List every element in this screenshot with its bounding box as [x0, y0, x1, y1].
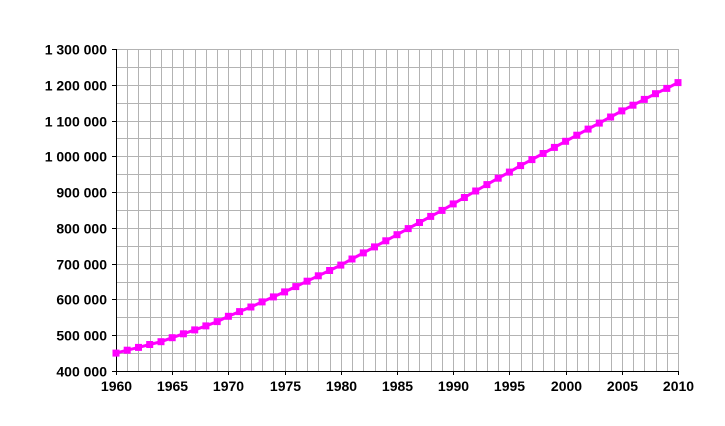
data-point-marker	[573, 131, 581, 139]
data-point-marker	[258, 298, 266, 306]
data-point-marker	[236, 308, 244, 316]
data-point-marker	[607, 113, 615, 121]
data-point-marker	[123, 346, 131, 354]
data-point-marker	[550, 143, 558, 151]
data-point-marker	[213, 318, 221, 326]
data-point-marker	[371, 243, 378, 251]
data-point-marker	[382, 237, 390, 245]
data-point-marker	[416, 219, 423, 226]
y-tick-label: 600 000	[56, 292, 107, 308]
axes	[112, 49, 678, 375]
y-tick-label: 1 200 000	[45, 78, 107, 94]
data-point-marker	[595, 119, 603, 127]
data-point-marker	[281, 288, 289, 296]
data-point-marker	[135, 343, 142, 351]
data-point-marker	[663, 84, 671, 92]
data-point-marker	[337, 261, 345, 269]
x-tick-label: 1975	[270, 378, 301, 394]
data-point-marker	[157, 338, 165, 346]
data-point-marker	[168, 334, 176, 342]
data-point-marker	[393, 231, 401, 239]
y-tick-label: 700 000	[56, 257, 107, 273]
y-tick-label: 1 000 000	[45, 149, 107, 165]
data-point-marker	[562, 137, 570, 145]
y-axis-tick-labels: 400 000 500 000 600 000 700 000 800 000 900 0…	[45, 42, 116, 380]
y-tick-label: 1 300 000	[45, 42, 107, 58]
data-point-marker	[460, 194, 468, 201]
x-axis-tick-labels: 1960 1965 1970 1975 1980 1985 1990 1995 2000 2005…	[101, 371, 694, 394]
x-tick-label: 1970	[213, 378, 244, 394]
data-point-marker	[528, 156, 536, 164]
x-tick-label: 2000	[551, 378, 582, 394]
data-point-marker	[269, 293, 277, 301]
data-point-marker	[494, 174, 502, 182]
data-point-marker	[539, 150, 547, 157]
data-point-marker	[303, 277, 311, 285]
y-tick-label: 400 000	[56, 364, 107, 380]
data-point-marker	[326, 267, 334, 274]
x-tick-label: 2010	[663, 378, 694, 394]
data-point-marker	[483, 181, 491, 189]
data-point-marker	[674, 79, 682, 87]
x-tick-label: 1990	[438, 378, 469, 394]
y-tick-label: 500 000	[56, 328, 107, 344]
data-point-marker	[584, 125, 592, 133]
x-tick-label: 1985	[382, 378, 413, 394]
data-point-marker	[505, 168, 513, 176]
data-point-marker	[652, 90, 659, 98]
data-point-marker	[179, 330, 187, 338]
gridlines	[116, 49, 679, 372]
data-point-marker	[629, 101, 637, 109]
data-point-marker	[314, 272, 322, 280]
data-point-marker	[404, 225, 412, 233]
data-series	[112, 79, 682, 357]
y-tick-label: 800 000	[56, 221, 107, 237]
data-point-marker	[191, 326, 199, 334]
data-point-marker	[202, 322, 210, 330]
data-point-marker	[640, 95, 648, 103]
x-tick-label: 1995	[494, 378, 525, 394]
data-point-marker	[359, 249, 367, 257]
y-tick-label: 900 000	[56, 185, 107, 201]
x-tick-label: 1980	[326, 378, 357, 394]
data-point-marker	[517, 162, 525, 170]
data-point-marker	[618, 107, 626, 115]
data-point-marker	[472, 187, 480, 195]
data-point-marker	[112, 349, 120, 357]
data-point-marker	[427, 212, 435, 220]
data-point-marker	[348, 255, 356, 263]
data-point-marker	[449, 200, 457, 208]
y-tick-label: 1 100 000	[45, 114, 107, 130]
data-point-marker	[146, 341, 154, 348]
data-point-marker	[292, 283, 300, 291]
x-tick-label: 2005	[607, 378, 638, 394]
data-point-marker	[224, 312, 232, 320]
data-point-marker	[247, 303, 255, 311]
x-tick-label: 1960	[101, 378, 132, 394]
data-point-marker	[438, 206, 446, 214]
x-tick-label: 1965	[157, 378, 188, 394]
